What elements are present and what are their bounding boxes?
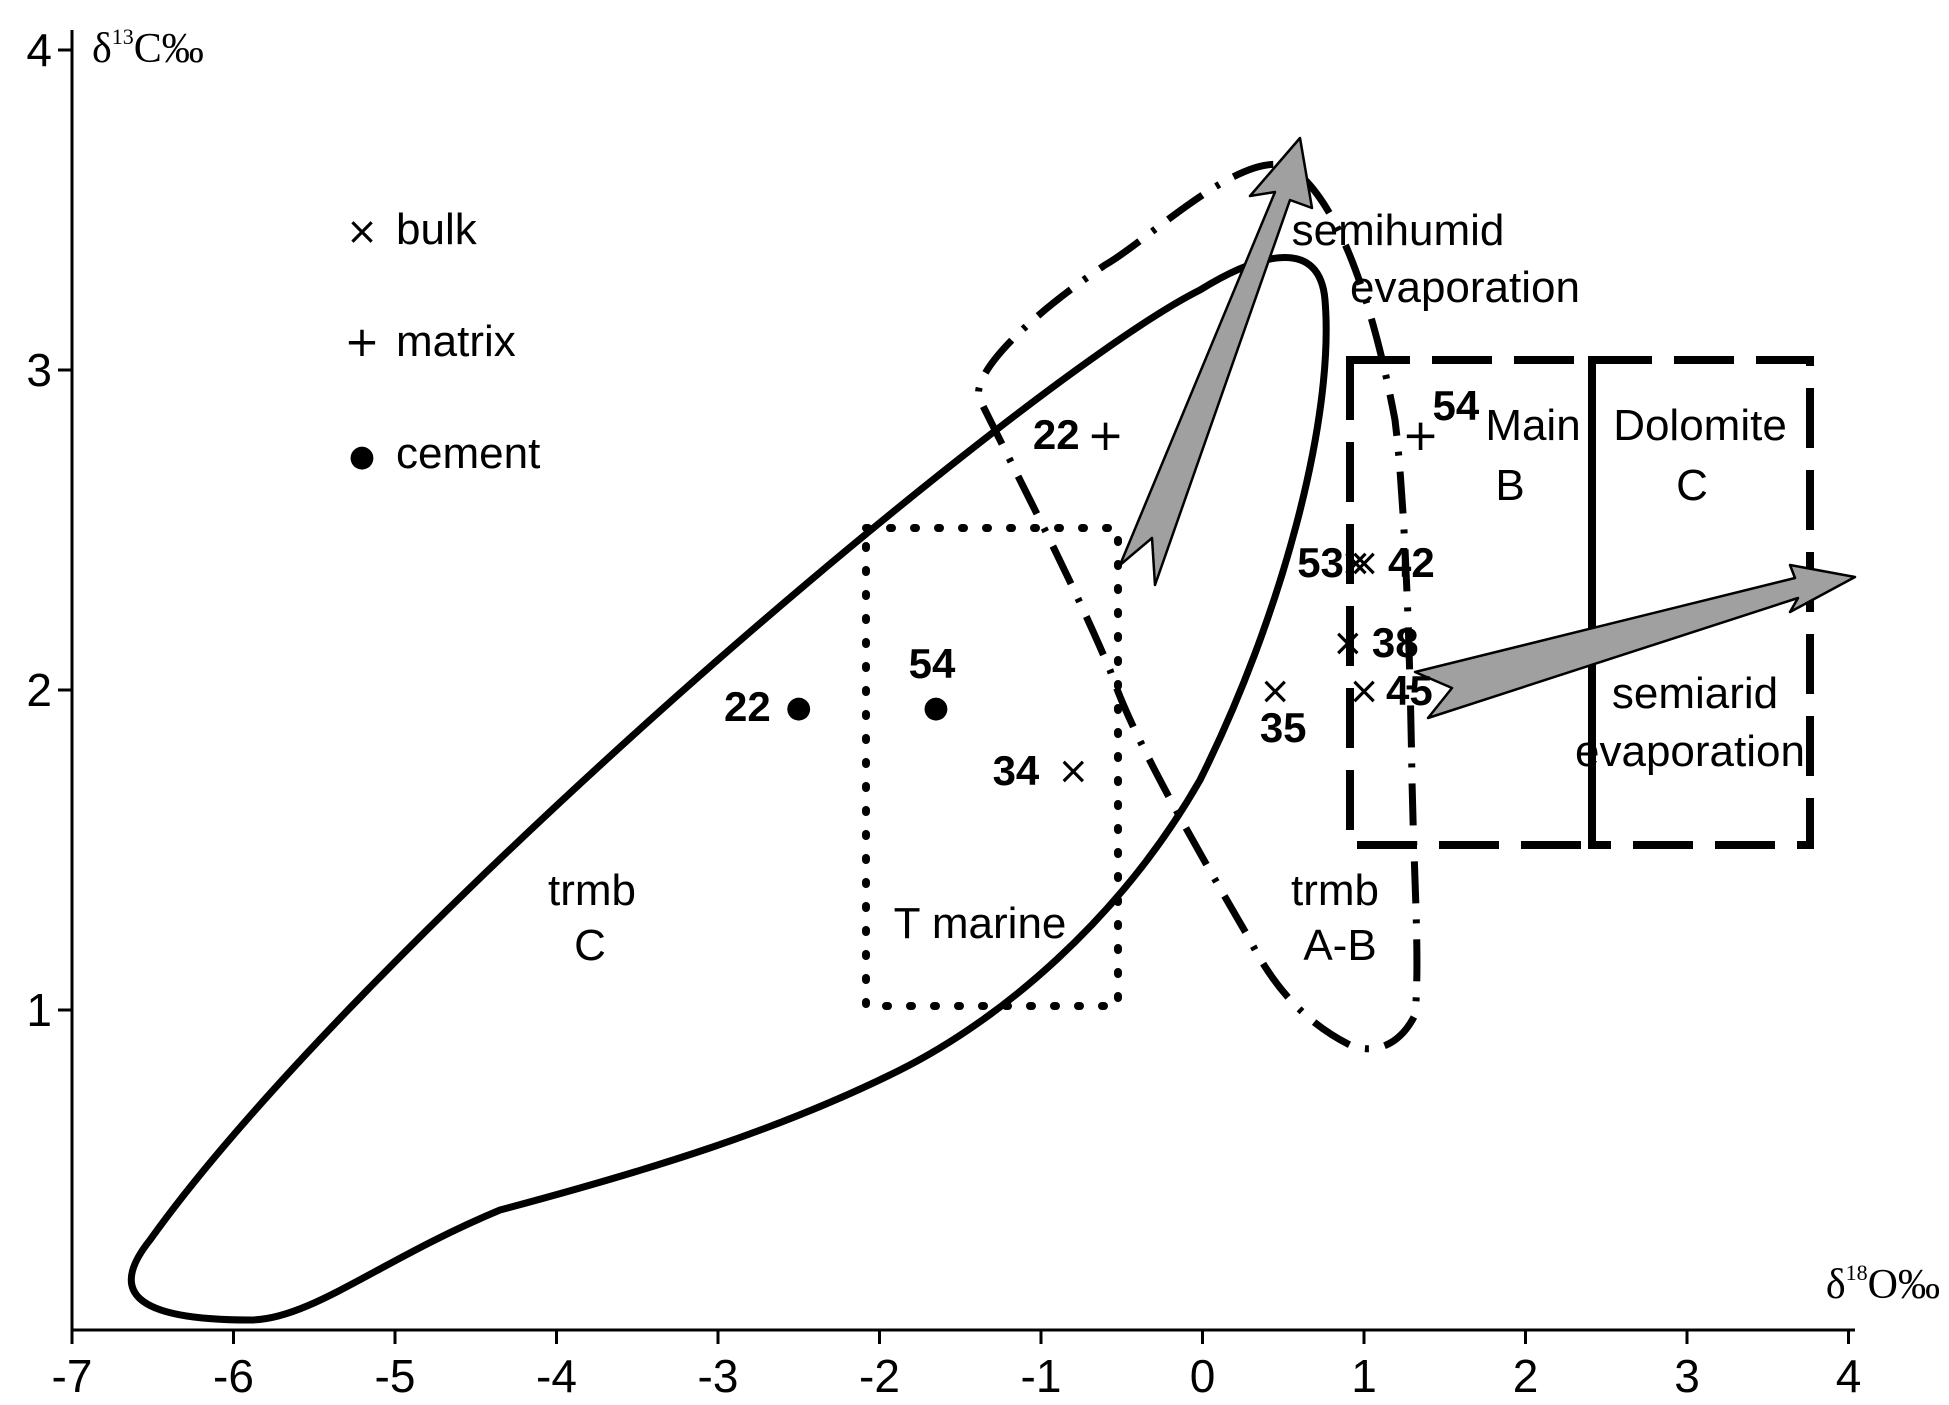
- trmb-ab-label-line2: A-B: [1303, 921, 1376, 970]
- trmb-ab-outline: [975, 160, 1421, 1053]
- trmb-c-label-line1: trmb: [548, 866, 636, 915]
- bulk-point-label: 38: [1372, 619, 1419, 666]
- y-tick-label: 2: [26, 664, 52, 716]
- matrix-point-marker: +: [1087, 410, 1124, 461]
- x-tick-label: -2: [859, 1350, 900, 1402]
- bulk-point-marker: ×: [1332, 621, 1364, 665]
- axes: [70, 30, 1855, 1332]
- legend-matrix-label: matrix: [396, 317, 516, 366]
- x-ticks: -7 -6 -5 -4 -3 -2 -1 0 1 2 3 4: [52, 1330, 1862, 1402]
- semihumid-label-line2: evaporation: [1350, 263, 1580, 312]
- y-tick-label: 4: [26, 24, 52, 76]
- cement-point-marker: ●: [786, 690, 812, 725]
- main-c-label: C: [1676, 461, 1708, 510]
- semiarid-evaporation-arrow: [1413, 563, 1857, 720]
- x-tick-label: -1: [1021, 1350, 1062, 1402]
- bulk-point-marker: ×: [1348, 669, 1380, 713]
- y-tick-label: 1: [26, 984, 52, 1036]
- bulk-point-marker: ×: [1340, 541, 1372, 585]
- arrows: [1118, 136, 1857, 720]
- bulk-point-marker: ×: [1259, 669, 1291, 713]
- region-labels: trmb C T marine trmb A-B Main Dolomite B…: [548, 206, 1805, 970]
- main-label: Main: [1485, 401, 1580, 450]
- semiarid-label-line2: evaporation: [1575, 727, 1805, 776]
- x-tick-label: 4: [1836, 1350, 1862, 1402]
- legend-bulk-marker: ×: [346, 209, 378, 253]
- semihumid-label-line1: semihumid: [1292, 206, 1505, 255]
- main-dolomite-b-box: [1346, 356, 1596, 849]
- trmb-c-label-line2: C: [574, 921, 606, 970]
- semihumid-evaporation-arrow: [1118, 136, 1314, 587]
- x-tick-label: -4: [536, 1350, 577, 1402]
- x-tick-label: 1: [1351, 1350, 1377, 1402]
- main-b-label: B: [1495, 461, 1524, 510]
- bulk-point-label: 45: [1386, 667, 1433, 714]
- matrix-point-marker: +: [1402, 410, 1439, 461]
- bulk-point-marker: ×: [1057, 749, 1089, 793]
- dolomite-label: Dolomite: [1613, 401, 1787, 450]
- x-tick-label: -6: [213, 1350, 254, 1402]
- legend-matrix-marker: +: [344, 317, 379, 366]
- bulk-point-label: 34: [993, 747, 1040, 794]
- matrix-point-label: 22: [1033, 411, 1080, 458]
- t-marine-box: [862, 524, 1122, 1010]
- matrix-point-label: 54: [1433, 382, 1480, 429]
- bulk-point-label: 35: [1260, 704, 1307, 751]
- bulk-point-label: 53: [1297, 539, 1344, 586]
- cement-point-label: 54: [909, 640, 956, 687]
- x-tick-label: 3: [1674, 1350, 1700, 1402]
- data-points: ×34×35×53 × 42× 38× 45+22 +54●22 ●54: [724, 382, 1480, 794]
- t-marine-label: T marine: [894, 899, 1067, 948]
- semiarid-label-line1: semiarid: [1612, 669, 1778, 718]
- bulk-point-marker: ×: [1348, 541, 1380, 585]
- x-tick-label: -5: [375, 1350, 416, 1402]
- legend-cement-marker: ●: [349, 439, 375, 474]
- x-tick-label: 0: [1190, 1350, 1216, 1402]
- legend-cement-label: cement: [396, 429, 540, 478]
- bulk-point-label: 42: [1388, 539, 1435, 586]
- legend: × bulk + matrix ● cement: [344, 205, 540, 478]
- x-axis-title: δ18O‰: [1826, 1260, 1940, 1308]
- regions: [127, 160, 1814, 1324]
- y-axis-title: δ13C‰: [92, 24, 204, 72]
- x-tick-label: -3: [698, 1350, 739, 1402]
- x-tick-label: 2: [1513, 1350, 1539, 1402]
- trmb-c-ellipse: [127, 254, 1330, 1324]
- x-tick-label: -7: [52, 1350, 93, 1402]
- y-ticks: 1 2 3 4: [26, 24, 72, 1036]
- legend-bulk-label: bulk: [396, 205, 478, 254]
- cement-point-label: 22: [724, 683, 771, 730]
- cement-point-marker: ●: [923, 690, 949, 725]
- trmb-ab-label-line1: trmb: [1291, 866, 1379, 915]
- y-tick-label: 3: [26, 344, 52, 396]
